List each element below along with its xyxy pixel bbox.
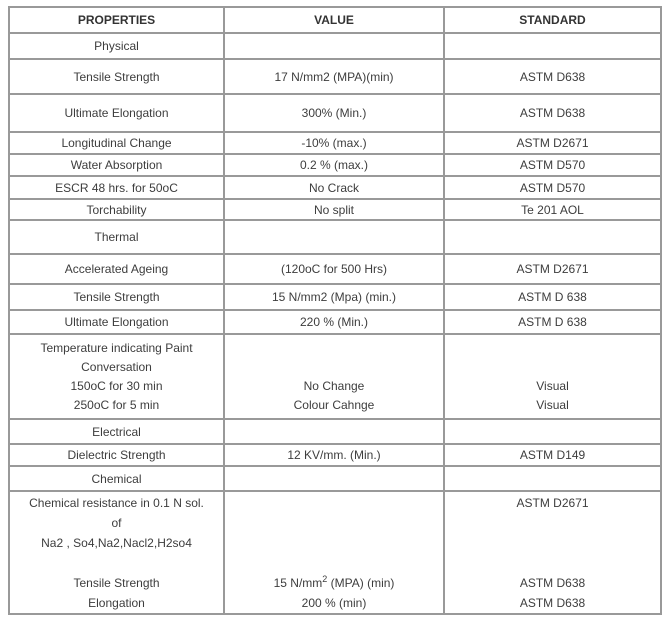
value-cell: (120oC for 500 Hrs) (223, 253, 445, 285)
standard-line: ASTM D638 (519, 595, 586, 610)
standard-cell: ASTM D2671 (443, 131, 662, 155)
standard-cell: ASTM D638 (443, 58, 662, 95)
value-cell: 15 N/mm2 (Mpa) (min.) (223, 283, 445, 311)
standard-line (449, 553, 656, 573)
standard-cell (443, 418, 662, 445)
property-line (14, 553, 219, 573)
table-row: Dielectric Strength 12 KV/mm. (Min.) AST… (8, 443, 662, 467)
table-row: Ultimate Elongation 300% (Min.) ASTM D63… (8, 93, 662, 133)
standard-cell: ASTM D638 (443, 93, 662, 133)
property-line: Conversation (81, 359, 152, 374)
standard-line (449, 513, 656, 533)
property-cell: ESCR 48 hrs. for 50oC (8, 175, 225, 200)
property-cell: Tensile Strength (8, 58, 225, 95)
property-line: of (111, 515, 122, 530)
value-cell: No split (223, 198, 445, 221)
value-cell: 220 % (Min.) (223, 309, 445, 335)
standard-cell (443, 465, 662, 492)
property-line: Elongation (88, 595, 145, 610)
table-row-temperature-paint: Temperature indicating Paint Conversatio… (8, 333, 662, 420)
value-line (229, 339, 439, 358)
property-cell: Dielectric Strength (8, 443, 225, 467)
value-cell: 0.2 % (max.) (223, 153, 445, 177)
table-row: Ultimate Elongation 220 % (Min.) ASTM D … (8, 309, 662, 335)
table-header-row: PROPERTIES VALUE STANDARD (8, 6, 662, 34)
value-line: Colour Cahnge (293, 397, 375, 412)
standard-line: Visual (536, 378, 569, 393)
property-line: Temperature indicating Paint (40, 340, 193, 355)
standard-line (449, 358, 656, 377)
section-row-electrical: Electrical (8, 418, 662, 445)
standard-cell: Te 201 AOL (443, 198, 662, 221)
table-row: Tensile Strength 15 N/mm2 (Mpa) (min.) A… (8, 283, 662, 311)
standard-line: ASTM D2671 (516, 495, 589, 510)
property-line: Tensile Strength (73, 575, 160, 590)
section-row-thermal: Thermal (8, 219, 662, 255)
value-cell: 15 N/mm2 (MPA) (min) 200 % (min) (223, 490, 445, 615)
value-cell (223, 219, 445, 255)
property-cell: Torchability (8, 198, 225, 221)
standard-cell (443, 32, 662, 60)
standard-cell: ASTM D570 (443, 175, 662, 200)
column-header-properties: PROPERTIES (8, 6, 225, 34)
table-row: Torchability No split Te 201 AOL (8, 198, 662, 221)
property-line: 250oC for 5 min (73, 397, 160, 412)
value-cell (223, 465, 445, 492)
value-line: No Change (303, 378, 365, 393)
property-cell: Accelerated Ageing (8, 253, 225, 285)
standard-cell: Visual Visual (443, 333, 662, 420)
property-line: Na2 , So4,Na2,Nacl2,H2so4 (41, 535, 192, 550)
section-title: Electrical (8, 418, 225, 445)
value-cell: No Crack (223, 175, 445, 200)
value-line: 200 % (min) (301, 595, 367, 610)
standard-cell: ASTM D 638 (443, 309, 662, 335)
column-header-standard: STANDARD (443, 6, 662, 34)
table-row: Accelerated Ageing (120oC for 500 Hrs) A… (8, 253, 662, 285)
property-cell: Ultimate Elongation (8, 93, 225, 133)
value-cell: -10% (max.) (223, 131, 445, 155)
value-cell (223, 418, 445, 445)
value-cell (223, 32, 445, 60)
table-row: ESCR 48 hrs. for 50oC No Crack ASTM D570 (8, 175, 662, 200)
standard-cell: ASTM D570 (443, 153, 662, 177)
table-row: Longitudinal Change -10% (max.) ASTM D26… (8, 131, 662, 155)
value-line (229, 358, 439, 377)
standard-cell: ASTM D2671 ASTM D638 ASTM D638 (443, 490, 662, 615)
section-title: Thermal (8, 219, 225, 255)
section-row-physical: Physical (8, 32, 662, 60)
property-line: 150oC for 30 min (70, 378, 163, 393)
table-row-chemical-resistance: Chemical resistance in 0.1 N sol. of Na2… (8, 490, 662, 615)
property-cell: Ultimate Elongation (8, 309, 225, 335)
standard-line: ASTM D638 (519, 575, 586, 590)
standard-cell: ASTM D2671 (443, 253, 662, 285)
table-row: Water Absorption 0.2 % (max.) ASTM D570 (8, 153, 662, 177)
section-title: Physical (8, 32, 225, 60)
property-line: Chemical resistance in 0.1 N sol. (29, 495, 204, 510)
value-line-superscript: 15 N/mm2 (MPA) (min) (273, 573, 395, 590)
property-cell: Water Absorption (8, 153, 225, 177)
standard-line (449, 339, 656, 358)
section-title: Chemical (8, 465, 225, 492)
property-cell: Temperature indicating Paint Conversatio… (8, 333, 225, 420)
value-cell: 12 KV/mm. (Min.) (223, 443, 445, 467)
standard-line (449, 533, 656, 553)
property-cell: Tensile Strength (8, 283, 225, 311)
table-row: Tensile Strength 17 N/mm2 (MPA)(min) AST… (8, 58, 662, 95)
standard-cell (443, 219, 662, 255)
section-row-chemical: Chemical (8, 465, 662, 492)
standard-cell: ASTM D 638 (443, 283, 662, 311)
column-header-value: VALUE (223, 6, 445, 34)
property-cell: Longitudinal Change (8, 131, 225, 155)
property-cell: Chemical resistance in 0.1 N sol. of Na2… (8, 490, 225, 615)
value-cell: No Change Colour Cahnge (223, 333, 445, 420)
value-cell: 300% (Min.) (223, 93, 445, 133)
value-cell: 17 N/mm2 (MPA)(min) (223, 58, 445, 95)
standard-cell: ASTM D149 (443, 443, 662, 467)
properties-spec-table: PROPERTIES VALUE STANDARD Physical Tensi… (8, 6, 662, 615)
standard-line: Visual (536, 397, 569, 412)
